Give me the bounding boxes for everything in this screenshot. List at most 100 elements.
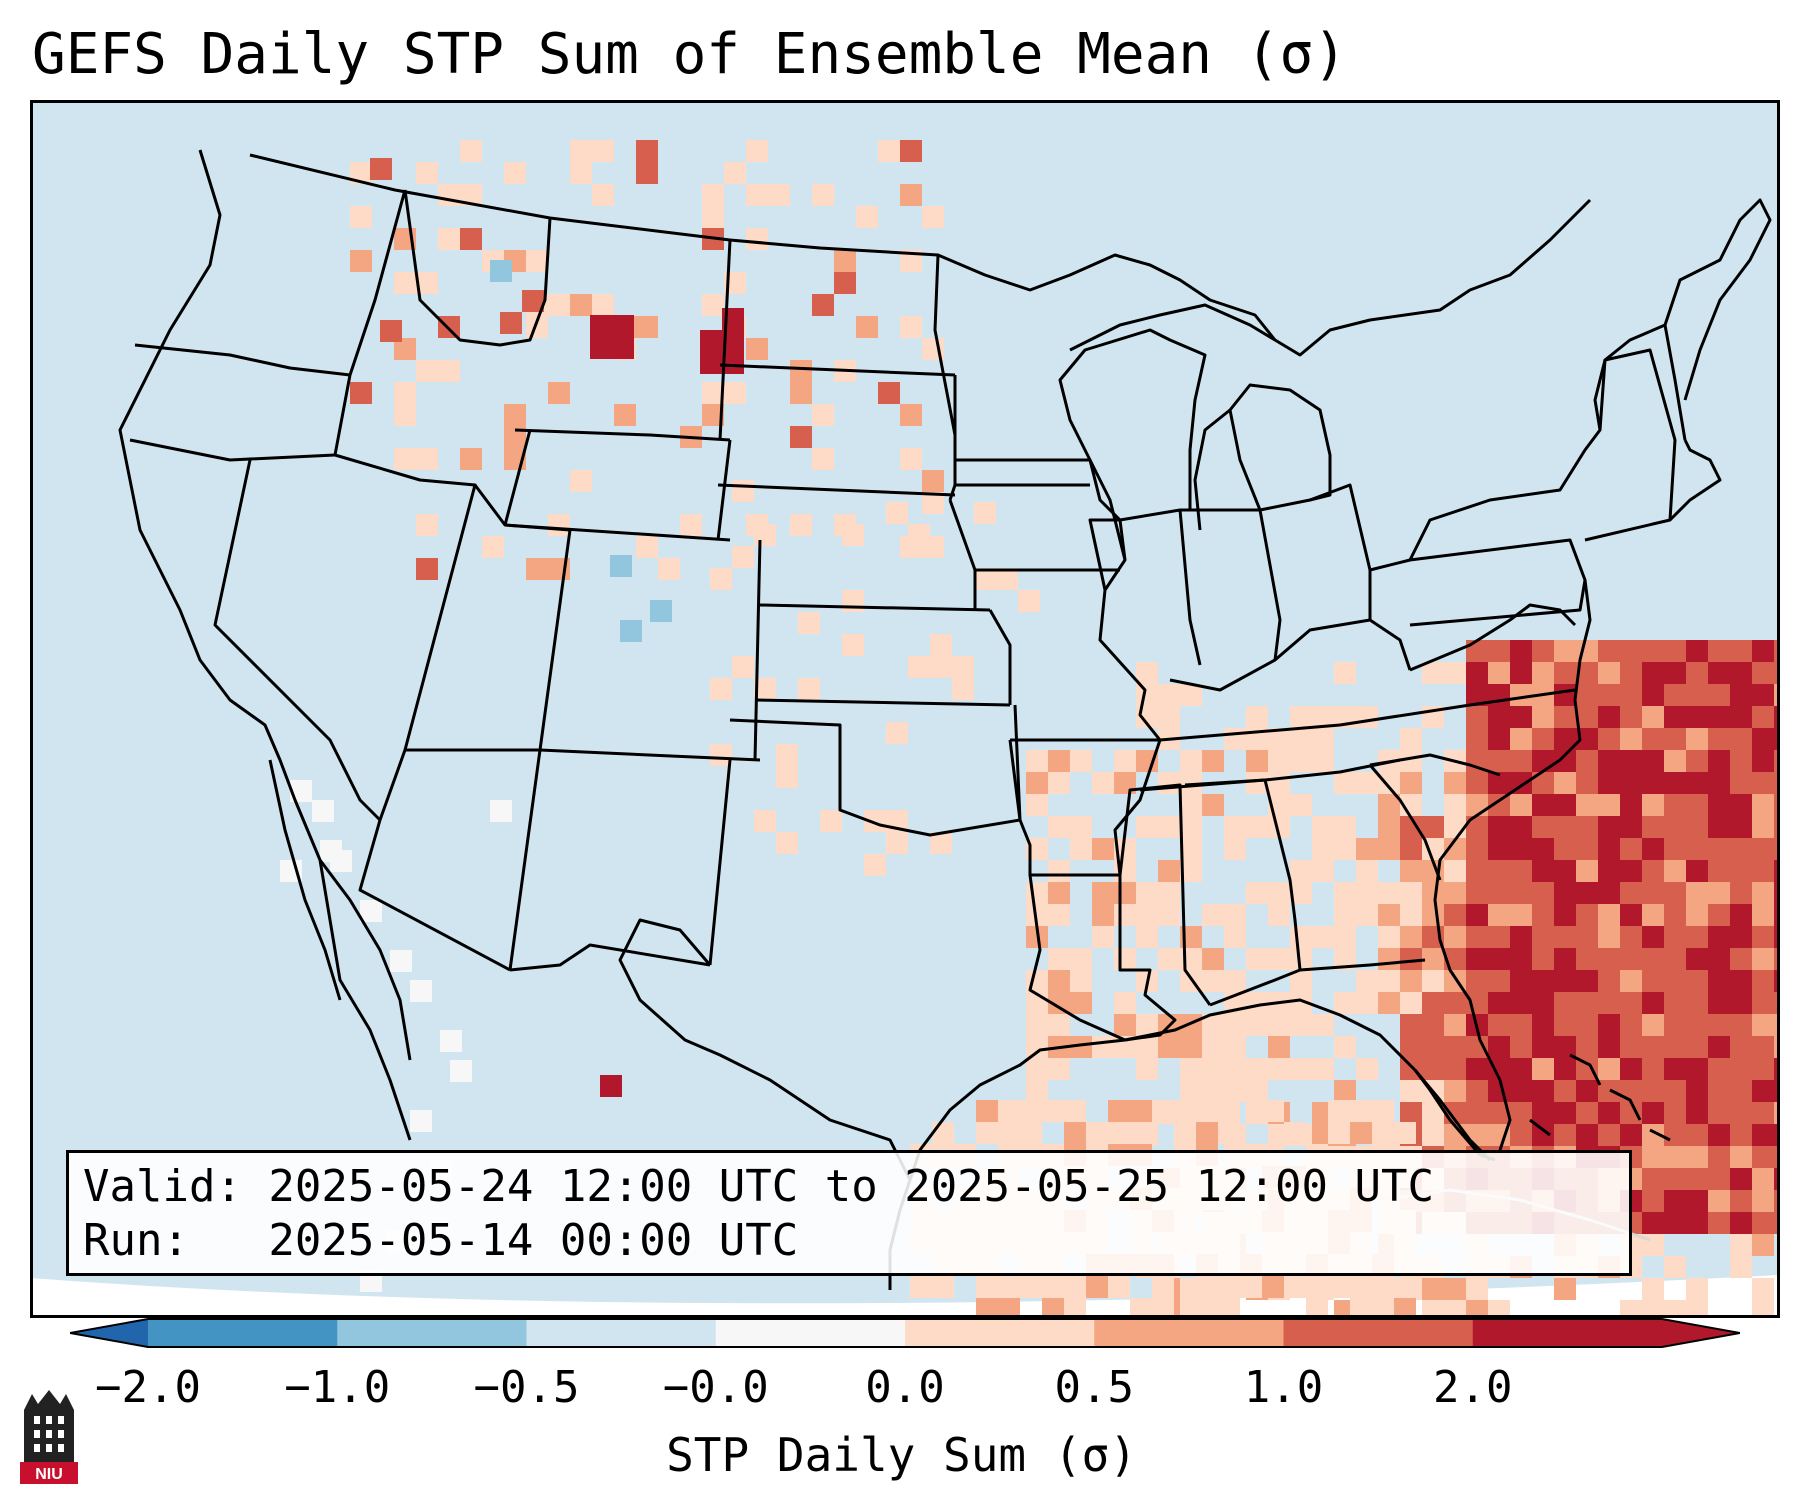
- anomaly-cell: [1730, 1146, 1752, 1168]
- anomaly-cell: [1152, 1276, 1174, 1298]
- anomaly-cell: [1246, 948, 1268, 970]
- anomaly-cell: [1664, 1256, 1686, 1278]
- anomaly-cell: [1510, 992, 1532, 1014]
- anomaly-cell: [908, 524, 930, 546]
- anomaly-cell: [1290, 1014, 1312, 1036]
- anomaly-cell: [592, 140, 614, 162]
- anomaly-cell: [390, 950, 412, 972]
- anomaly-cell: [1378, 992, 1400, 1014]
- anomaly-cell: [1598, 772, 1620, 794]
- anomaly-cell: [1026, 1058, 1048, 1080]
- anomaly-cell: [1642, 1124, 1664, 1146]
- anomaly-cell: [1488, 904, 1510, 926]
- anomaly-cell: [1378, 970, 1400, 992]
- pa-border: [1369, 538, 1587, 627]
- colorbar-over-triangle: [1662, 1319, 1740, 1347]
- anomaly-cell: [754, 678, 776, 700]
- anomaly-cell: [1350, 1276, 1372, 1298]
- anomaly-cell: [1378, 882, 1400, 904]
- anomaly-cell: [1532, 1036, 1554, 1058]
- anomaly-cell: [460, 228, 482, 250]
- ia-east: [1088, 459, 1127, 591]
- anomaly-cell: [590, 337, 612, 359]
- anomaly-cell: [1510, 970, 1532, 992]
- anomaly-cell: [1136, 904, 1158, 926]
- anomaly-cell: [1466, 640, 1488, 662]
- anomaly-cell: [1576, 794, 1598, 816]
- colorbar-tick-label: 0.5: [1054, 1362, 1134, 1413]
- anomaly-cell: [1752, 728, 1774, 750]
- anomaly-cell: [1642, 816, 1664, 838]
- nc-sc: [1369, 753, 1501, 777]
- anomaly-cell: [1708, 948, 1730, 970]
- anomaly-cell: [1394, 1122, 1416, 1144]
- anomaly-cell: [1130, 1122, 1152, 1144]
- bahamas-1: [1569, 1053, 1602, 1086]
- anomaly-cell: [1334, 772, 1356, 794]
- anomaly-cell: [1510, 662, 1532, 684]
- anomaly-cell: [410, 1110, 432, 1132]
- anomaly-cell: [1576, 728, 1598, 750]
- anomaly-cell: [1532, 838, 1554, 860]
- anomaly-cell: [490, 260, 512, 282]
- anomaly-cell: [1290, 926, 1312, 948]
- anomaly-cell: [1202, 750, 1224, 772]
- anomaly-cell: [910, 1276, 932, 1298]
- anomaly-cell: [1686, 1058, 1708, 1080]
- anomaly-cell: [1708, 772, 1730, 794]
- anomaly-cell: [1488, 992, 1510, 1014]
- anomaly-cell: [612, 315, 634, 337]
- anomaly-cell: [1686, 1190, 1708, 1212]
- anomaly-cell: [1620, 1014, 1642, 1036]
- anomaly-cell: [320, 840, 342, 862]
- anomaly-cell: [1290, 794, 1312, 816]
- anomaly-cell: [1136, 1058, 1158, 1080]
- anomaly-cell: [1488, 706, 1510, 728]
- anomaly-cell: [1064, 1298, 1086, 1318]
- anomaly-cell: [886, 722, 908, 744]
- anomaly-cell: [290, 780, 312, 802]
- anomaly-cell: [1152, 1100, 1174, 1122]
- anomaly-cell: [1394, 1298, 1416, 1318]
- anomaly-cell: [1554, 1278, 1576, 1300]
- anomaly-cell: [1598, 1080, 1620, 1102]
- anomaly-cell: [1730, 1256, 1752, 1278]
- anomaly-cell: [1554, 882, 1576, 904]
- anomaly-cell: [1708, 860, 1730, 882]
- anomaly-cell: [724, 162, 746, 184]
- anomaly-cell: [1240, 1276, 1262, 1298]
- anomaly-cell: [976, 1122, 998, 1144]
- anomaly-cell: [1532, 904, 1554, 926]
- anomaly-cell: [1488, 926, 1510, 948]
- anomaly-cell: [1444, 1300, 1466, 1318]
- lake-michigan-east: [1228, 409, 1262, 511]
- anomaly-cell: [1752, 1278, 1774, 1300]
- anomaly-cell: [1444, 1080, 1466, 1102]
- anomaly-cell: [1180, 838, 1202, 860]
- anomaly-cell: [1422, 882, 1444, 904]
- anomaly-cell: [592, 184, 614, 206]
- anomaly-cell: [1218, 1100, 1240, 1122]
- anomaly-cell: [1306, 1298, 1328, 1318]
- anomaly-cell: [350, 206, 372, 228]
- wa-or-border: [134, 343, 351, 377]
- anomaly-cell: [1400, 1014, 1422, 1036]
- anomaly-cell: [1598, 1124, 1620, 1146]
- anomaly-cell: [1026, 1036, 1048, 1058]
- anomaly-cell: [1752, 882, 1774, 904]
- anomaly-cell: [1686, 750, 1708, 772]
- anomaly-cell: [394, 382, 416, 404]
- anomaly-cell: [1444, 794, 1466, 816]
- colorbar-segment: [905, 1319, 1095, 1347]
- anomaly-cell: [1510, 1036, 1532, 1058]
- anomaly-cell: [1642, 1014, 1664, 1036]
- anomaly-cell: [1356, 970, 1378, 992]
- anomaly-cell: [1554, 1080, 1576, 1102]
- anomaly-cell: [1466, 926, 1488, 948]
- anomaly-cell: [790, 514, 812, 536]
- anomaly-cell: [1752, 640, 1774, 662]
- anomaly-cell: [1180, 772, 1202, 794]
- anomaly-cell: [1378, 948, 1400, 970]
- anomaly-cell: [1026, 1014, 1048, 1036]
- logo-windows: [34, 1416, 64, 1452]
